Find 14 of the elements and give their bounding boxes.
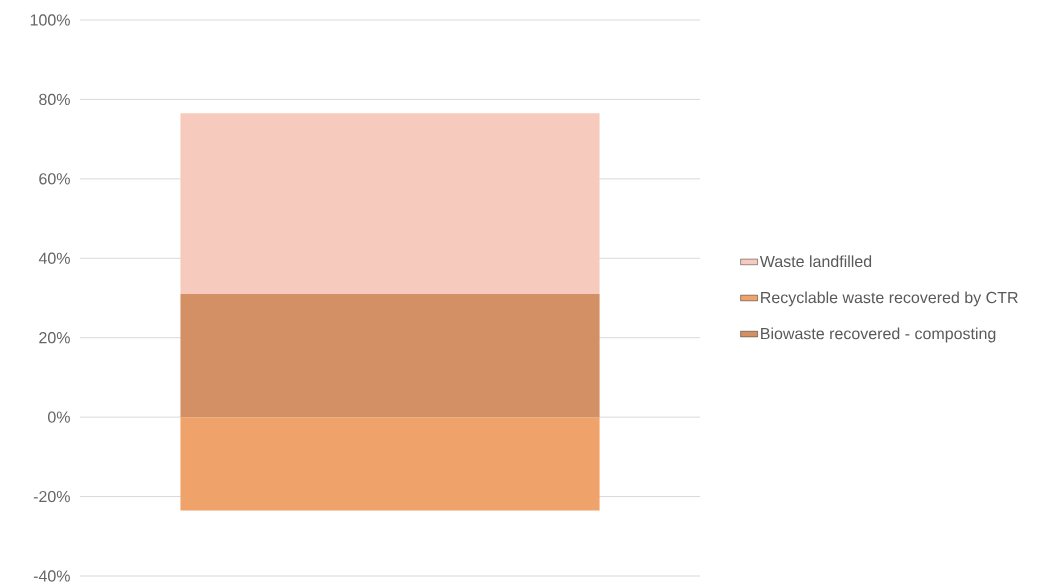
y-tick-label: 60% <box>39 173 70 185</box>
legend-label: Waste landfilled <box>759 255 872 268</box>
y-tick-label: -40% <box>33 570 70 582</box>
y-tick-label: -20% <box>33 490 70 503</box>
bar <box>180 113 600 295</box>
y-tick-label: 40% <box>38 252 70 264</box>
legend-label: Biowaste recovered - composting <box>761 327 996 343</box>
bar <box>180 417 600 511</box>
y-tick-label: 0% <box>47 411 70 423</box>
legend-label: Recyclable waste recovered by CTR <box>761 291 1018 307</box>
y-tick-label: 20% <box>39 332 70 344</box>
bar <box>180 294 600 418</box>
y-tick-label: 100% <box>30 14 70 26</box>
y-tick-label: 80% <box>39 93 70 106</box>
